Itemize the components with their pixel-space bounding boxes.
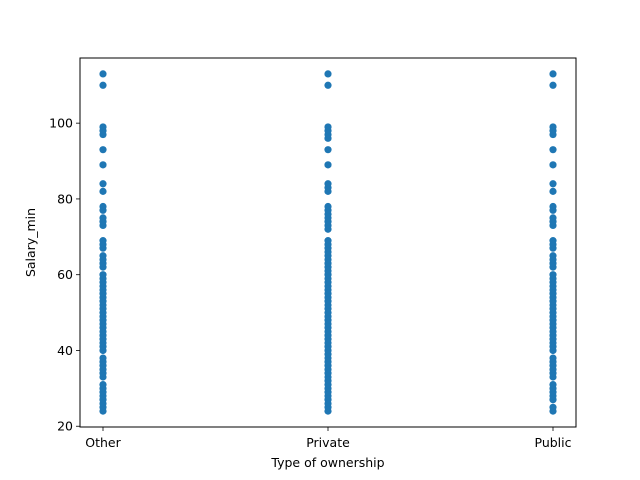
data-point [549, 161, 557, 169]
data-point [549, 271, 557, 279]
y-tick-label: 80 [57, 191, 73, 206]
data-point [324, 180, 332, 188]
data-point [324, 70, 332, 78]
plot-frame [79, 57, 577, 428]
data-point [99, 123, 107, 131]
x-tick-label: Public [535, 435, 572, 450]
data-point [549, 237, 557, 245]
data-point [324, 123, 332, 131]
data-point [99, 271, 107, 279]
data-point [324, 81, 332, 89]
data-point [99, 237, 107, 245]
y-tick-label: 20 [57, 419, 73, 434]
data-point [99, 161, 107, 169]
data-point [324, 146, 332, 154]
x-axis-ticks: Other Private Public [85, 427, 572, 450]
data-point [99, 146, 107, 154]
x-tick-label: Other [85, 435, 121, 450]
data-point [99, 214, 107, 222]
data-point [549, 146, 557, 154]
data-point [99, 70, 107, 78]
data-point [549, 81, 557, 89]
data-points [99, 70, 557, 415]
data-point [99, 202, 107, 211]
data-point [99, 180, 107, 188]
x-tick-label: Private [306, 435, 350, 450]
data-point [99, 380, 107, 389]
y-axis-label: Salary_min [23, 208, 38, 277]
data-point [99, 81, 107, 89]
data-point [549, 70, 557, 78]
data-point [549, 354, 557, 362]
y-tick-label: 60 [57, 267, 73, 282]
data-point [549, 202, 557, 211]
data-point [324, 237, 332, 245]
data-point [99, 187, 107, 195]
x-axis-label: Type of ownership [270, 455, 384, 470]
data-point [549, 180, 557, 188]
data-point [549, 187, 557, 195]
data-point [549, 214, 557, 222]
y-tick-label: 40 [57, 343, 73, 358]
data-point [99, 252, 107, 260]
data-point [549, 380, 557, 389]
data-point [549, 403, 557, 411]
data-point [324, 161, 332, 169]
data-point [324, 202, 332, 211]
data-point [549, 123, 557, 131]
y-axis-ticks: 20 40 60 80 100 [49, 116, 80, 434]
y-tick-label: 100 [49, 116, 73, 131]
data-point [99, 354, 107, 362]
data-point [549, 252, 557, 260]
